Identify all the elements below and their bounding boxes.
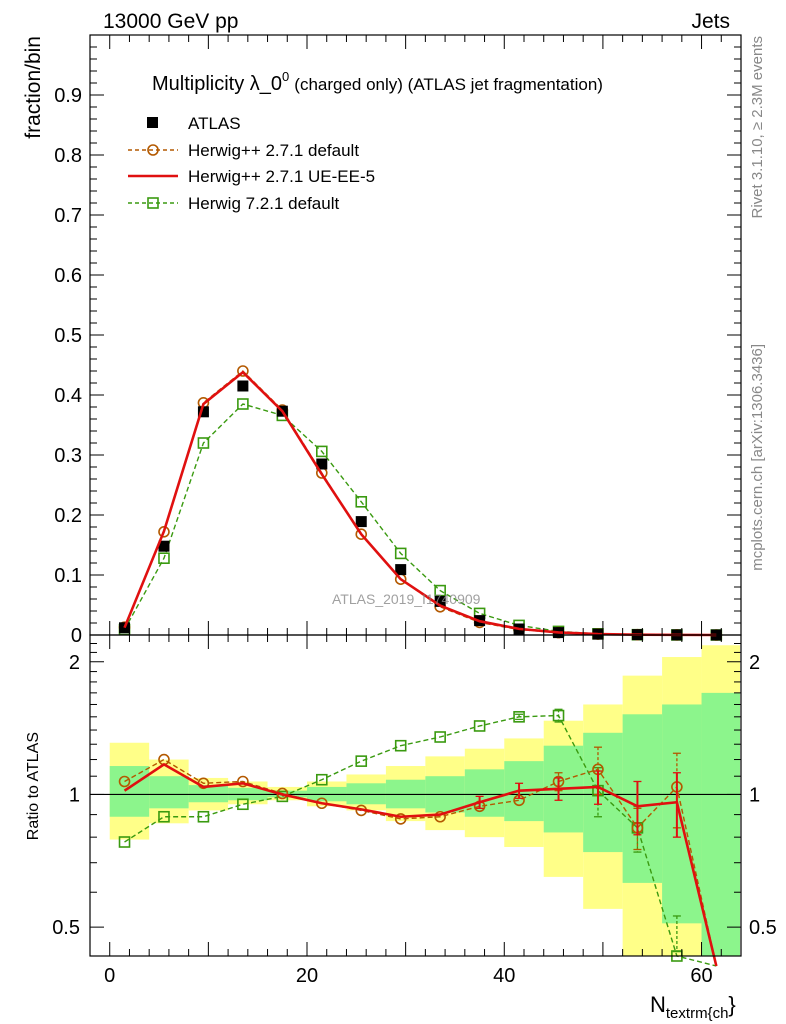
header-left: 13000 GeV pp [103,10,238,33]
data-point-atlas [434,595,446,607]
legend: ATLAS Herwig++ 2.7.1 default Herwig++ 2.… [128,114,375,213]
ratio-band-green [188,785,229,803]
ratio-herwig7-line [124,714,717,967]
top-y-tick-label: 0.7 [54,205,82,227]
ratio-band-green [464,769,505,817]
ratio-y-tick-label-right: 1 [749,784,760,806]
data-point-herwig7 [197,437,210,449]
legend-marker-herwig-default [147,144,159,156]
analysis-watermark: ATLAS_2019_I1740909 [332,591,481,607]
ratio-herwig7-point [552,709,565,722]
legend-label-ue-ee5: Herwig++ 2.7.1 UE-EE-5 [188,167,375,186]
ratio-herwig7-point [394,739,407,752]
ratio-herwig-default-point [394,813,407,825]
ratio-band-green [622,714,663,883]
header-right: Jets [691,10,730,33]
x-tick-label: 0 [104,965,115,987]
ratio-plot-frame [89,634,742,957]
data-point-atlas [158,540,170,552]
plot-title-main: Multiplicity λ_0 [152,73,282,95]
ratio-band-green [662,704,702,924]
data-point-atlas [316,458,328,470]
top-y-tick-label: 0.4 [54,385,82,407]
top-y-tick-label: 0.8 [54,145,82,167]
x-tick-label: 20 [296,965,318,987]
ratio-herwig-default-point [118,775,131,788]
data-point-herwig7 [158,552,170,565]
x-tick-label: 60 [690,965,712,987]
x-axis-label-main: N [650,992,666,1017]
ratio-band-green [346,783,386,805]
data-point-atlas [355,516,367,528]
ratio-y-tick-label-left: 0.5 [52,917,80,939]
data-point-atlas [197,406,209,418]
plot-title: Multiplicity λ_00 (charged only) (ATLAS j… [152,69,603,95]
data-point-herwig7 [237,398,249,410]
ratio-y-tick-label-left: 2 [69,652,80,674]
top-y-tick-label: 0.2 [54,505,82,527]
ratio-herwig7-point [513,711,525,723]
ratio-y-tick-label-right: 2 [749,652,760,674]
ratio-band-green [701,692,740,956]
legend-label-herwig7: Herwig 7.2.1 default [188,194,339,213]
ratio-herwig7-point [355,755,368,767]
side-rivet-text: Rivet 3.1.10, ≥ 2.3M events [749,36,766,219]
top-y-tick-label: 0.1 [54,565,82,587]
ratio-plot-panel: 0 20 40 60 0.5 0.5 1 1 2 2 [52,634,777,987]
ratio-y-tick-label-left: 1 [69,784,80,806]
plot-title-subtitle: (charged only) (ATLAS jet fragmentation) [294,75,603,94]
side-mcplots-text: mcplots.cern.ch [arXiv:1306.3436] [749,344,766,571]
ratio-ue-ee5-line [123,762,718,967]
x-axis-label: Ntextrm{ch} [650,992,736,1022]
ratio-band-green [109,766,150,817]
data-point-herwig7 [315,445,328,458]
ratio-herwig7-point [118,836,131,848]
data-point-herwig-default [237,365,249,377]
ratio-herwig7-point [197,810,210,823]
top-y-tick-label: 0 [71,625,82,647]
data-point-herwig7 [394,547,407,560]
data-point-herwig7 [355,495,368,508]
ratio-herwig7-point [237,798,249,811]
ratio-herwig-default-line [124,758,718,967]
data-point-herwig7 [434,584,446,597]
data-point-herwig-default [158,525,170,538]
ratio-herwig7-point [158,810,170,823]
data-point-herwig-default [355,528,368,541]
x-axis-label-tail: } [728,992,735,1017]
ratio-y-tick-label-right: 0.5 [749,917,777,939]
top-y-tick-label: 0.6 [54,265,82,287]
legend-label-herwig-default: Herwig++ 2.7.1 default [188,141,359,160]
legend-label-atlas: ATLAS [188,114,241,133]
top-y-axis-label: fraction/bin [22,36,45,139]
data-point-atlas [119,622,131,634]
legend-marker-herwig7 [147,197,159,209]
data-point-atlas [395,564,407,576]
legend-marker-atlas [147,117,158,128]
data-point-atlas [237,380,249,392]
ratio-herwig-default-point [237,775,249,788]
top-y-tick-label: 0.9 [54,85,82,107]
x-axis-label-sub: textrm{ch [666,1005,729,1022]
ratio-herwig7-point [315,773,328,786]
ratio-herwig7-point [434,731,446,743]
ratio-herwig7-point [473,720,486,732]
plot-title-superscript: 0 [282,69,289,84]
ratio-herwig-default-point [434,810,446,823]
top-y-tick-label: 0.3 [54,445,82,467]
ratio-y-axis-label: Ratio to ATLAS [25,732,42,840]
x-tick-label: 40 [493,965,515,987]
ratio-band-green [149,776,189,809]
top-y-tick-label: 0.5 [54,325,82,347]
